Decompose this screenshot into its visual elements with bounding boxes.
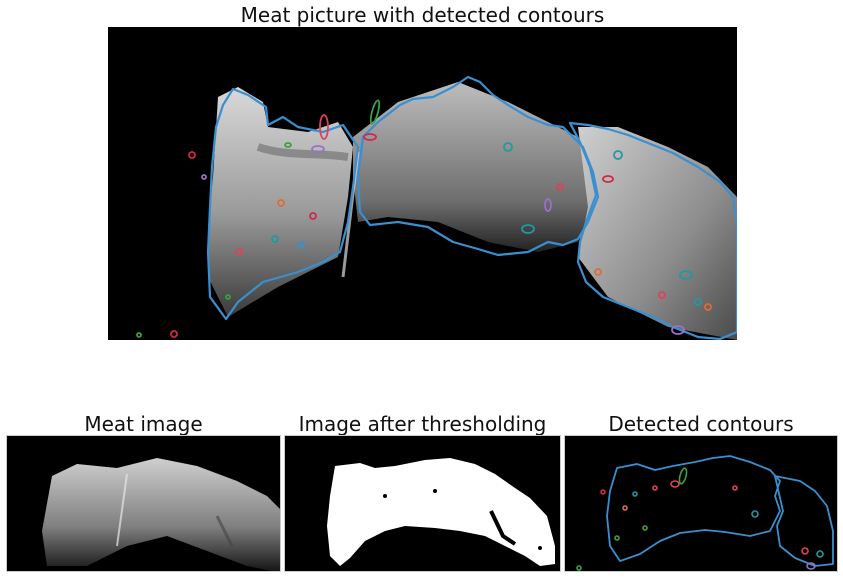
- small-contours: [136, 99, 712, 338]
- threshold-mask-shape: [327, 458, 555, 566]
- main-contour-image: [108, 27, 737, 340]
- meat-image-panel: [6, 435, 281, 572]
- outer-contour: [206, 75, 737, 340]
- threshold-image-panel: [284, 435, 561, 572]
- subplot-title-meat-image: Meat image: [84, 412, 203, 436]
- detected-outer-contour: [606, 455, 834, 567]
- meat-regions: [208, 82, 737, 340]
- subplot-title-detected-contours: Detected contours: [608, 412, 794, 436]
- main-figure-title: Meat picture with detected contours: [240, 3, 605, 27]
- detected-contours-panel: [564, 435, 838, 572]
- subplot-title-threshold: Image after thresholding: [298, 412, 547, 436]
- meat-grayscale-shape: [42, 458, 280, 571]
- detected-small-contours: [576, 467, 824, 571]
